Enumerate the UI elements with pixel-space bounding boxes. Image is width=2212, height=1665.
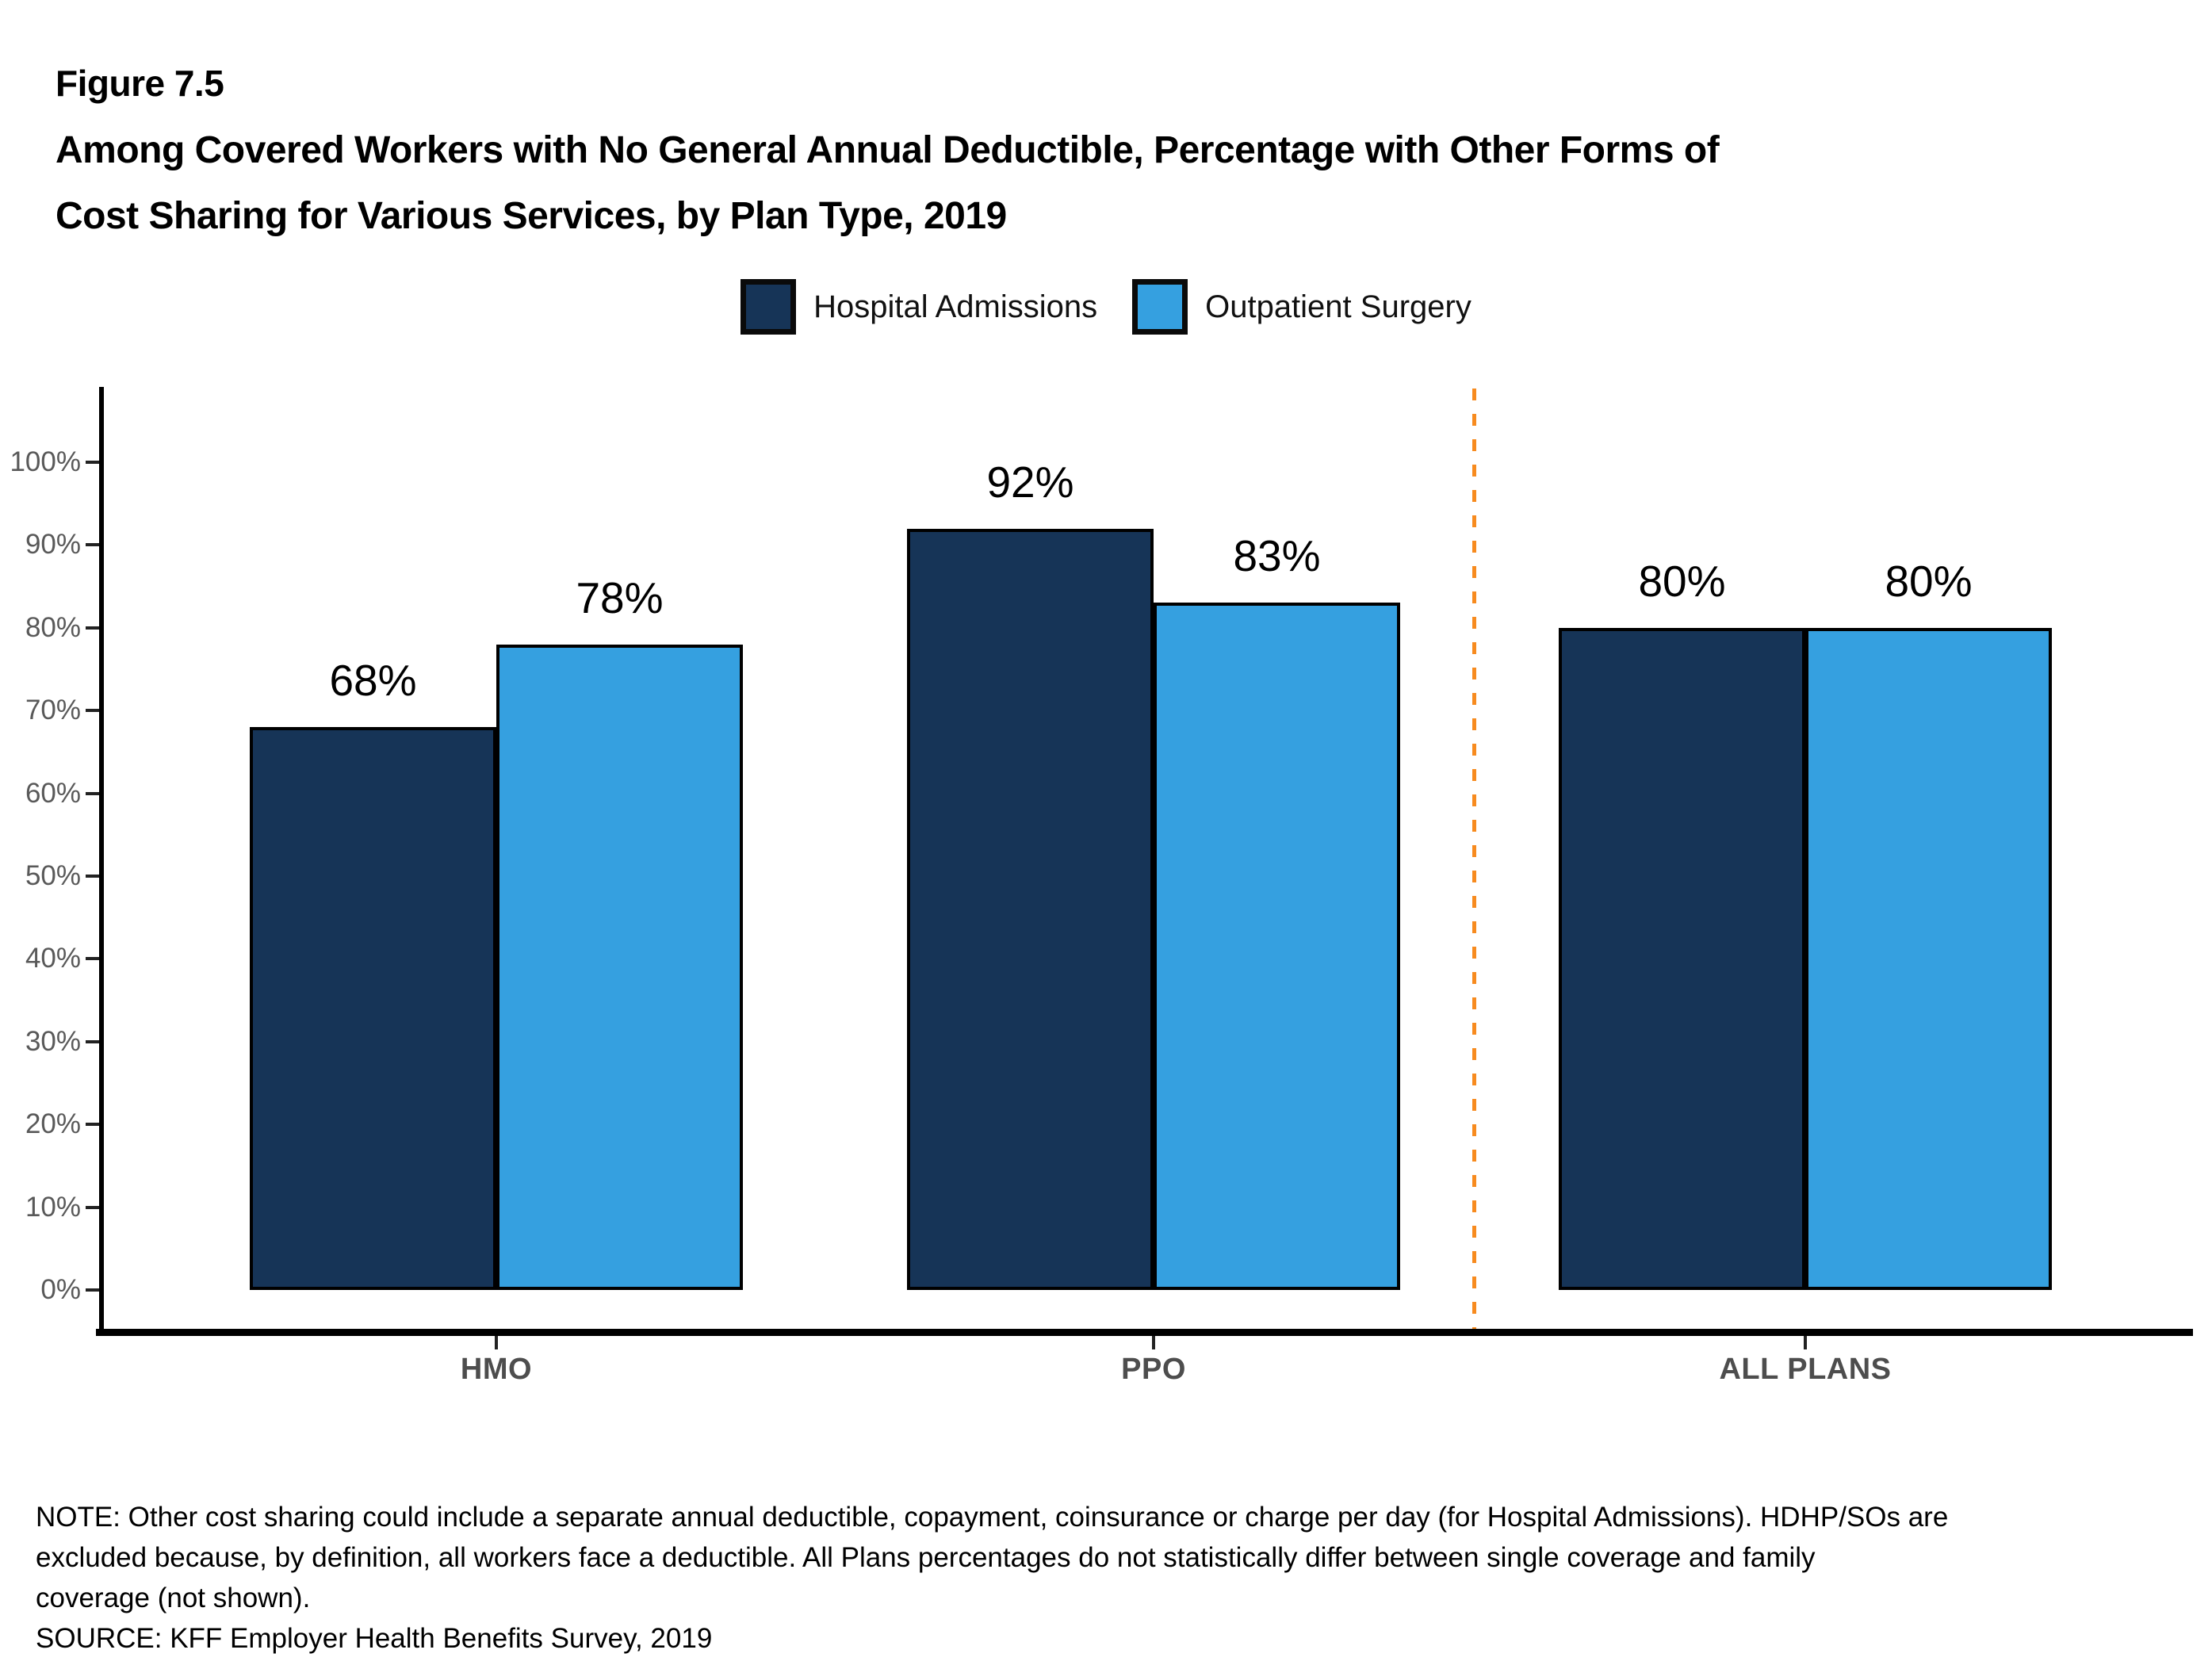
x-axis-line [96,1329,2193,1336]
y-tick-label-100: 100% [10,446,81,477]
figure-title-line-2: Cost Sharing for Various Services, by Pl… [55,195,1007,237]
y-tick-mark-30 [86,1039,99,1043]
y-tick-label-20: 20% [25,1108,81,1140]
category-label-all-plans: ALL PLANS [1719,1353,1892,1386]
bar-outpatient-surgery-all-plans [1805,628,2052,1290]
legend-label-outpatient-surgery: Outpatient Surgery [1205,289,1471,324]
y-tick-mark-80 [86,626,99,630]
note-line-3: coverage (not shown). [36,1583,311,1613]
plan-separator-dashed-line [1472,388,1476,1329]
bar-hospital-admissions-all-plans [1559,628,1805,1290]
category-label-ppo: PPO [1121,1353,1186,1386]
bar-value-outpatient-surgery-hmo: 78% [576,573,664,622]
category-label-hmo: HMO [460,1353,533,1386]
note-line-1: NOTE: Other cost sharing could include a… [36,1502,1949,1533]
chart-legend: Hospital Admissions Outpatient Surgery [0,271,2212,343]
figure-title-line-1: Among Covered Workers with No General An… [55,129,1720,171]
bar-outpatient-surgery-ppo [1154,603,1400,1290]
x-tick-mark-all-plans [1804,1336,1807,1349]
bar-hospital-admissions-hmo [250,727,496,1290]
y-tick-label-40: 40% [25,943,81,974]
y-tick-label-90: 90% [25,529,81,561]
bar-value-outpatient-surgery-ppo: 83% [1233,531,1321,580]
y-tick-mark-100 [86,461,99,464]
legend-swatch-outpatient-surgery [1132,279,1188,335]
y-tick-mark-50 [86,875,99,878]
source-line: SOURCE: KFF Employer Health Benefits Sur… [36,1623,713,1654]
y-axis-line [99,387,104,1335]
legend-item-hospital-admissions: Hospital Admissions [741,279,1097,335]
y-tick-mark-60 [86,791,99,795]
y-tick-label-50: 50% [25,860,81,891]
y-tick-label-70: 70% [25,695,81,726]
y-tick-mark-10 [86,1205,99,1209]
x-tick-mark-hmo [495,1336,498,1349]
y-tick-mark-90 [86,543,99,547]
y-tick-mark-0 [86,1288,99,1292]
bar-value-hospital-admissions-hmo: 68% [329,656,417,705]
y-tick-mark-40 [86,957,99,961]
y-tick-label-10: 10% [25,1191,81,1223]
y-tick-label-60: 60% [25,777,81,809]
note-line-2: excluded because, by definition, all wor… [36,1542,1816,1573]
bar-value-hospital-admissions-ppo: 92% [986,457,1074,507]
legend-swatch-hospital-admissions [741,279,797,335]
bar-value-outpatient-surgery-all-plans: 80% [1885,557,1973,606]
y-tick-label-80: 80% [25,611,81,643]
x-tick-mark-ppo [1152,1336,1155,1349]
y-tick-mark-70 [86,709,99,713]
y-tick-label-0: 0% [40,1274,81,1305]
y-tick-label-30: 30% [25,1025,81,1057]
legend-item-outpatient-surgery: Outpatient Surgery [1132,279,1471,335]
figure-number: Figure 7.5 [55,63,224,104]
legend-label-hospital-admissions: Hospital Admissions [813,289,1098,324]
bar-hospital-admissions-ppo [907,529,1154,1290]
bar-value-hospital-admissions-all-plans: 80% [1638,557,1726,606]
bar-outpatient-surgery-hmo [496,645,743,1290]
y-tick-mark-20 [86,1123,99,1127]
